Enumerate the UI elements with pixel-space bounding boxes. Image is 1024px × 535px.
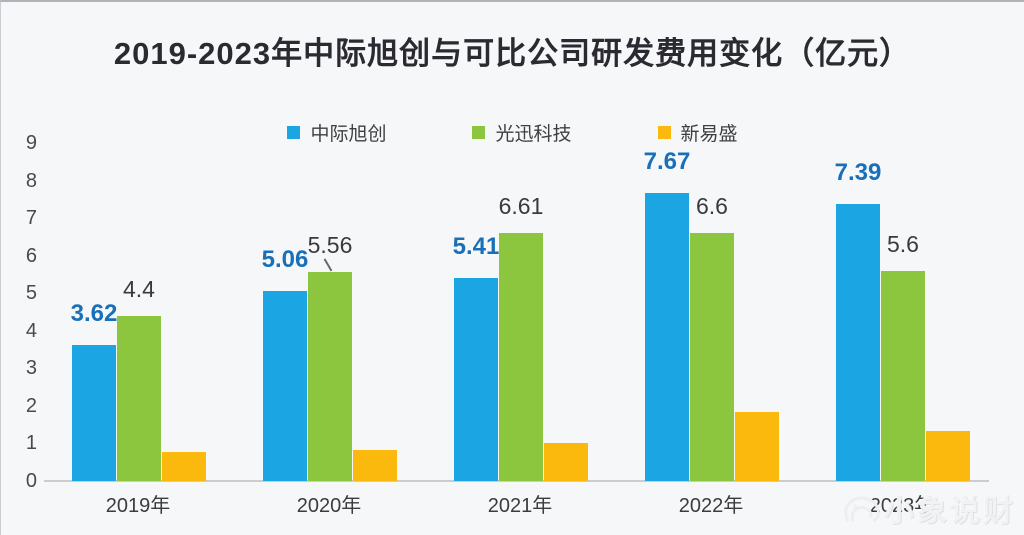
- value-label: 5.56: [307, 232, 353, 259]
- bar: [263, 290, 307, 481]
- bar: [544, 442, 588, 481]
- y-tick-label: 0: [25, 470, 37, 492]
- value-label: 3.62: [70, 300, 118, 328]
- bar: [735, 411, 779, 481]
- legend-label: 光迅科技: [495, 124, 572, 145]
- value-label: 7.39: [834, 158, 882, 186]
- legend-label: 新易盛: [680, 124, 738, 145]
- y-tick-label: 9: [25, 132, 37, 155]
- legend: 中际旭创 光迅科技 新易盛: [1, 119, 1024, 146]
- x-category-label: 2019年: [105, 495, 171, 517]
- y-tick-label: 1: [25, 432, 37, 455]
- y-tick-label: 8: [25, 169, 37, 192]
- bar: [645, 192, 689, 481]
- bar: [72, 345, 116, 481]
- elephant-icon: [844, 496, 880, 522]
- x-category-label: 2023年: [869, 495, 935, 517]
- value-label: 4.4: [123, 275, 155, 302]
- bar: [836, 203, 880, 481]
- y-tick-label: 2: [25, 394, 37, 417]
- y-tick-label: 3: [25, 357, 37, 380]
- value-label: 5.06: [261, 245, 309, 273]
- x-category-label: 2020年: [296, 495, 362, 517]
- y-tick-label: 5: [25, 282, 37, 305]
- legend-swatch-blue: [287, 126, 301, 139]
- legend-item-zhongji: 中际旭创: [287, 119, 386, 146]
- legend-swatch-green: [472, 126, 486, 139]
- legend-swatch-orange: [657, 126, 671, 139]
- value-label: 5.41: [452, 232, 500, 260]
- chart-title: 2019-2023年中际旭创与可比公司研发费用变化（亿元）: [113, 36, 912, 71]
- value-label: 5.6: [887, 230, 919, 257]
- legend-item-xinyisheng: 新易盛: [657, 119, 738, 146]
- bar: [117, 315, 161, 481]
- bar: [454, 277, 498, 481]
- y-tick-label: 6: [25, 244, 37, 267]
- y-tick-label: 7: [25, 207, 37, 230]
- watermark: 小象说财: [838, 486, 1016, 530]
- legend-label: 中际旭创: [310, 124, 387, 145]
- bar: [690, 233, 734, 481]
- bar: [926, 431, 970, 481]
- x-category-label: 2021年: [487, 495, 553, 517]
- bar: [162, 451, 206, 481]
- legend-item-guangxun: 光迅科技: [472, 119, 572, 146]
- value-label: 6.6: [696, 193, 728, 220]
- bar: [881, 270, 925, 481]
- bar: [308, 272, 352, 481]
- value-label: 7.67: [643, 147, 691, 175]
- bar: [353, 449, 397, 481]
- y-tick-label: 4: [25, 319, 37, 342]
- value-label: 6.61: [498, 192, 544, 219]
- x-category-label: 2022年: [678, 495, 744, 517]
- watermark-text: 小象说财: [884, 495, 1016, 528]
- bar: [499, 232, 543, 481]
